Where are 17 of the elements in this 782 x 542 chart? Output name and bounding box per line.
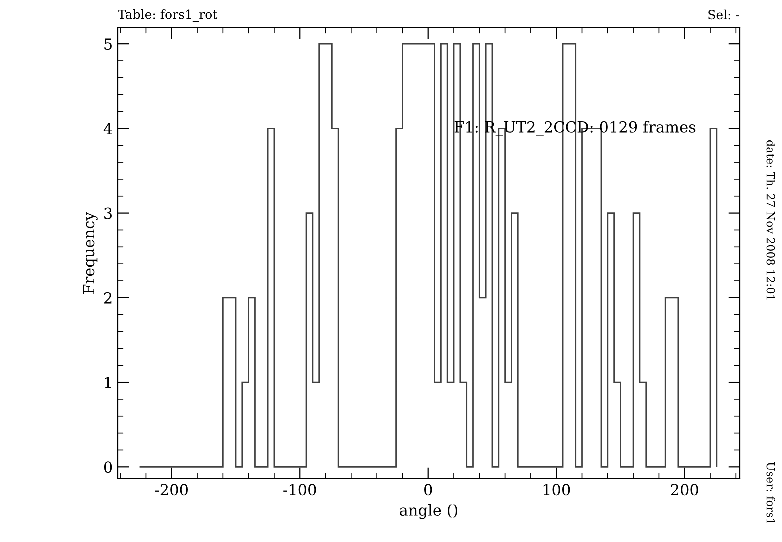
x-tick-label: -100	[284, 484, 316, 496]
x-tick-label: 200	[671, 484, 698, 496]
x-tick-label: 0	[424, 484, 432, 496]
y-tick-label: 1	[105, 377, 111, 388]
y-tick-label: 0	[104, 462, 112, 474]
y-axis-title: Frequency	[83, 212, 98, 294]
text: date: Th. 27 Nov 2008 12:01	[766, 140, 776, 300]
text: Table: fors1_rot	[118, 10, 218, 22]
x-tick-label: 100	[544, 484, 570, 496]
y-tick-label: 4	[104, 123, 112, 134]
y-tick-label: 3	[104, 208, 112, 220]
text: Sel: -	[708, 10, 740, 20]
x-axis-title: angle ()	[400, 504, 458, 520]
text: User: fors1	[766, 462, 776, 524]
x-tick-label: -200	[155, 484, 188, 496]
y-tick-label: 5	[104, 38, 112, 50]
y-tick-label: 2	[104, 292, 112, 304]
